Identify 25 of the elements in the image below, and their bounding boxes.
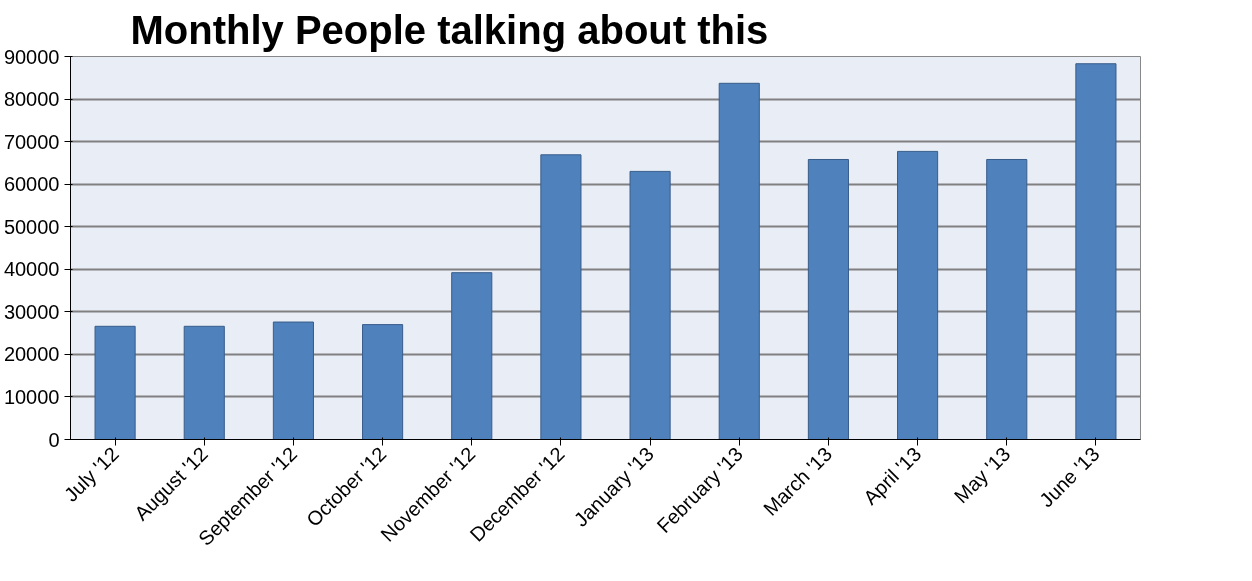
x-tick-label: May '13 [949,442,1015,508]
y-tick-label: 50000 [3,215,60,238]
bar [629,170,671,440]
bar [986,158,1028,440]
y-tick-label: 40000 [3,258,60,281]
bar [540,154,582,440]
y-tick-label: 80000 [3,88,60,111]
bar [451,272,493,440]
y-tick-label: 70000 [3,130,60,153]
bar [183,325,225,440]
bar [362,324,404,440]
x-tick-label: July '12 [59,442,123,506]
y-tick-label: 0 [48,428,60,451]
chart-title: Monthly People talking about this [130,7,769,52]
bar [94,325,136,440]
y-tick-label: 30000 [3,300,60,323]
y-tick-label: 10000 [3,385,60,408]
y-tick-label: 90000 [3,45,60,68]
y-tick-label: 20000 [3,343,60,366]
bar [807,158,849,440]
bar [272,321,314,440]
bar [1075,63,1117,440]
y-tick-label: 60000 [3,173,60,196]
bar [897,150,939,440]
bar [718,82,760,440]
